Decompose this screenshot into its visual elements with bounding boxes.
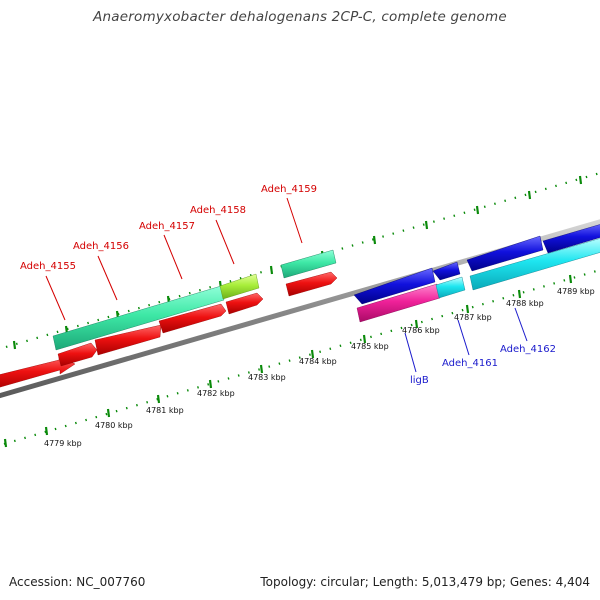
leader-4156 [97, 255, 118, 301]
tick-label: 4787 kbp [454, 313, 492, 322]
gene-reverse-cds-4163[interactable] [542, 223, 600, 254]
gene-forward-cds-4159[interactable] [285, 271, 338, 297]
inner-major-tick [259, 364, 264, 374]
tick-label: 4785 kbp [351, 342, 389, 351]
accession-text: Accession: NC_007760 [9, 575, 146, 589]
inner-major-tick [3, 438, 8, 448]
tick-label: 4788 kbp [506, 299, 544, 308]
gene-forward-cds-4157[interactable] [94, 324, 162, 356]
outer-major-tick [475, 205, 480, 215]
inner-major-tick [310, 349, 315, 359]
gene-label-4159: Adeh_4159 [261, 184, 317, 195]
forward-cds-track [0, 271, 338, 390]
gene-reverse-cds-ligB[interactable] [353, 267, 436, 305]
inner-major-tick [208, 379, 213, 389]
tick-label: 4781 kbp [146, 406, 184, 415]
gene-label-ligB: ligB [410, 375, 429, 386]
gene-reverse-feature-ligB[interactable] [356, 283, 441, 323]
reverse-feature-track [356, 237, 600, 323]
leader-4155 [45, 275, 66, 321]
inner-major-tick [362, 334, 367, 344]
inner-major-ticks [3, 274, 573, 448]
tick-label: 4786 kbp [402, 326, 440, 335]
inner-major-tick [465, 304, 470, 314]
tick-label: 4784 kbp [299, 357, 337, 366]
outer-major-tick [578, 175, 583, 185]
outer-major-tick [269, 265, 274, 275]
gene-forward-cds-4156[interactable] [57, 342, 98, 367]
forward-gene-label-text: Adeh_4155 Adeh_4156 Adeh_4157 Adeh_4158 … [20, 184, 317, 272]
gene-label-4161: Adeh_4161 [442, 358, 498, 369]
gene-label-4158: Adeh_4158 [190, 205, 246, 216]
outer-major-tick [372, 235, 377, 245]
gene-reverse-cds-4161[interactable] [432, 261, 461, 281]
inner-major-tick [44, 426, 49, 436]
reverse-cds-track [353, 223, 600, 305]
leader-4159 [286, 197, 303, 244]
map-title: Anaeromyxobacter dehalogenans 2CP-C, com… [93, 9, 507, 25]
gene-forward-feature-4155[interactable] [52, 285, 225, 351]
outer-major-tick [527, 190, 532, 200]
tick-label: 4783 kbp [248, 373, 286, 382]
gene-reverse-cds-4162[interactable] [466, 235, 544, 272]
inner-major-tick [414, 319, 419, 329]
gene-reverse-feature-4161[interactable] [435, 276, 466, 299]
gene-label-4156: Adeh_4156 [73, 241, 129, 252]
gene-forward-cds-0[interactable] [0, 355, 76, 390]
tick-label: 4782 kbp [197, 389, 235, 398]
reverse-gene-label-text: ligB Adeh_4161 Adeh_4162 [410, 344, 556, 386]
genome-summary-text: Topology: circular; Length: 5,013,479 bp… [260, 575, 590, 589]
gene-forward-feature-4158[interactable] [219, 273, 260, 300]
leader-4157 [163, 234, 183, 280]
forward-feature-track [52, 249, 337, 351]
inner-major-tick [568, 274, 573, 284]
outer-major-tick [424, 220, 429, 230]
gene-label-4155: Adeh_4155 [20, 261, 76, 272]
gene-forward-cds-4158[interactable] [225, 292, 264, 315]
inner-major-tick [106, 408, 111, 418]
reverse-gene-labels [404, 307, 528, 373]
tick-label: 4780 kbp [95, 421, 133, 430]
leader-4162 [514, 307, 528, 342]
gene-forward-feature-4159[interactable] [280, 249, 337, 279]
gene-reverse-feature-4162[interactable] [469, 237, 600, 291]
leader-ligB [404, 332, 417, 373]
forward-gene-labels [45, 197, 303, 321]
inner-major-tick [156, 394, 161, 404]
inner-major-tick [517, 289, 522, 299]
leader-4161 [457, 319, 470, 356]
tick-label: 4789 kbp [557, 287, 595, 296]
gene-label-4157: Adeh_4157 [139, 221, 195, 232]
tick-label: 4779 kbp [44, 439, 82, 448]
leader-4158 [215, 219, 235, 265]
tick-labels: 4779 kbp 4780 kbp 4781 kbp 4782 kbp 4783 kbp… [44, 287, 595, 448]
outer-major-tick [12, 340, 17, 350]
gene-forward-cds-4157b[interactable] [158, 303, 227, 334]
gene-label-4162: Adeh_4162 [500, 344, 556, 355]
